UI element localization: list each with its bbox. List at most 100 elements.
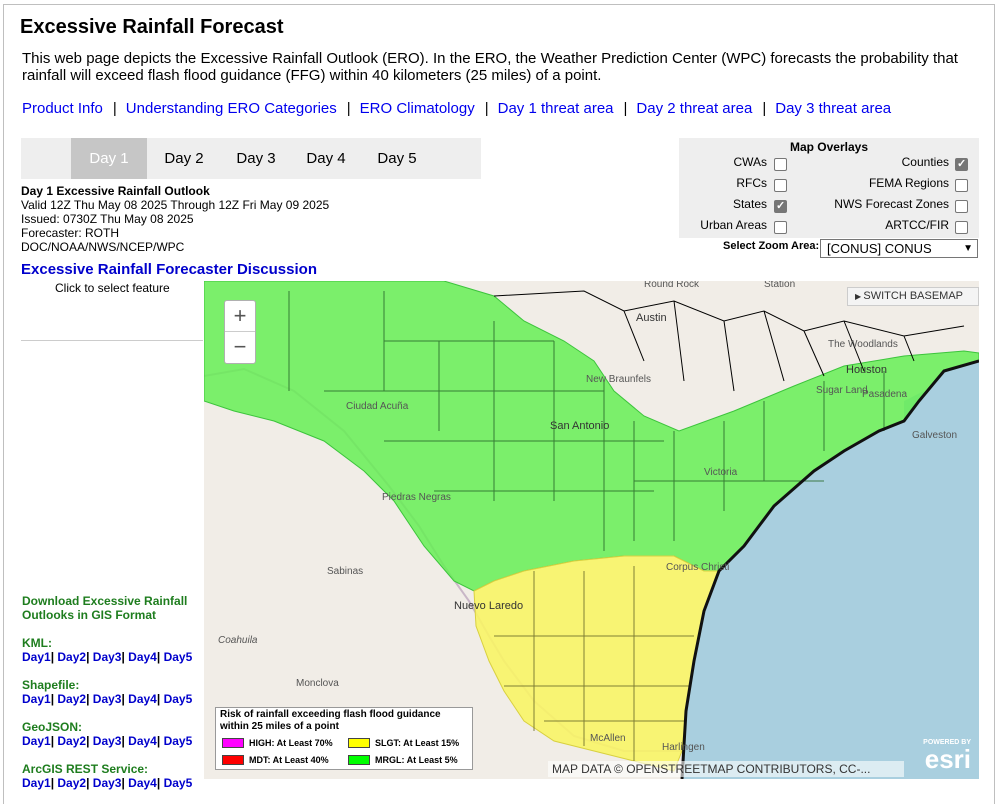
overlay-checkbox-rfcs[interactable] [774,179,787,192]
link-day2-threat[interactable]: Day 2 threat area [636,100,753,117]
day-tabs: Day 1 Day 2 Day 3 Day 4 Day 5 [21,138,481,179]
map-label: The Woodlands [828,339,898,350]
overlay-checkbox-fema[interactable] [955,179,968,192]
map-label: McAllen [590,733,626,744]
link-separator: | [112,100,117,117]
shp-day4-link[interactable]: Day4 [128,692,157,706]
county-lines [288,291,885,551]
shp-day3-link[interactable]: Day3 [92,692,122,706]
esri-logo-text: esri [924,744,971,774]
switch-basemap-button[interactable]: ▶ SWITCH BASEMAP [847,287,979,306]
link-separator: | [484,100,489,117]
map-label: Pasadena [862,389,908,400]
coastline [680,359,979,779]
map-label: Galveston [912,430,958,441]
page-title: Excessive Rainfall Forecast [20,16,284,38]
map-label: San Antonio [550,420,610,432]
arcgis-day1-link[interactable]: Day1 [22,776,51,790]
map-label: Nuevo Laredo [454,600,524,612]
overlay-checkbox-cwas[interactable] [774,158,787,171]
tab-day5[interactable]: Day 5 [377,150,417,167]
kml-day4-link[interactable]: Day4 [128,650,157,664]
arcgis-day3-link[interactable]: Day3 [92,776,122,790]
outlook-forecaster: Forecaster: ROTH [21,226,120,240]
kml-day5-link[interactable]: Day5 [163,650,193,664]
overlay-checkbox-counties[interactable] [955,157,968,171]
zoom-out-button[interactable]: − [233,334,247,359]
tab-day3[interactable]: Day 3 [236,150,276,167]
link-understanding-ero[interactable]: Understanding ERO Categories [125,100,337,117]
outlook-heading: Day 1 Excessive Rainfall Outlook [21,184,210,198]
caret-right-icon: ▶ [855,292,864,301]
zoom-area-value: [CONUS] CONUS [827,241,932,256]
arcgis-day5-link[interactable]: Day5 [163,776,193,790]
overlays-title: Map Overlays [789,140,869,154]
geojson-day2-link[interactable]: Day2 [57,734,87,748]
discussion-link[interactable]: Excessive Rainfall Forecaster Discussion [21,261,317,278]
overlay-label-cwas: CWAs [733,155,767,169]
map-label: Austin [636,312,667,324]
legend-label-mdt: MDT: At Least 40% [249,755,329,765]
geojson-day3-link[interactable]: Day3 [92,734,122,748]
shp-day2-link[interactable]: Day2 [57,692,87,706]
overlay-checkbox-artcc[interactable] [955,221,968,234]
legend-label-high: HIGH: At Least 70% [249,738,333,748]
link-ero-climatology[interactable]: ERO Climatology [359,100,475,117]
zoom-area-label: Select Zoom Area: [723,240,820,252]
map-label: Ciudad Acuña [346,401,409,412]
overlay-checkbox-urban[interactable] [774,221,787,234]
outlook-valid: Valid 12Z Thu May 08 2025 Through 12Z Fr… [21,198,330,212]
map-label: Station [764,281,796,290]
arcgis-day4-link[interactable]: Day4 [128,776,157,790]
legend-swatch-high [222,738,244,748]
link-separator: | [762,100,767,117]
link-product-info[interactable]: Product Info [22,100,103,117]
overlay-label-states: States [732,197,767,211]
arcgis-day2-link[interactable]: Day2 [57,776,87,790]
slgt-county-lines [494,566,694,761]
outlook-agency: DOC/NOAA/NWS/NCEP/WPC [21,240,185,254]
gis-group-kml: KML: Day1| Day2| Day3| Day4| Day5 [22,636,193,664]
sidebar-divider [21,340,203,341]
legend-swatch-mdt [222,755,244,765]
ero-map[interactable]: + − ▶ SWITCH BASEMAP Round Rock Austin N… [204,281,979,779]
shp-day5-link[interactable]: Day5 [163,692,193,706]
outlook-info: Day 1 Excessive Rainfall Outlook Valid 1… [21,184,329,254]
zoom-area-select[interactable]: [CONUS] CONUS ▼ [820,239,978,258]
map-legend: Risk of rainfall exceeding flash flood g… [215,707,473,770]
map-label: Sabinas [327,566,364,577]
kml-day3-link[interactable]: Day3 [92,650,122,664]
gis-group-label: ArcGIS REST Service: [22,762,149,776]
map-label: Piedras Negras [382,492,451,503]
link-day1-threat[interactable]: Day 1 threat area [497,100,614,117]
legend-label-slgt: SLGT: At Least 15% [375,738,460,748]
overlay-checkbox-nws-zones[interactable] [955,200,968,213]
geojson-day1-link[interactable]: Day1 [22,734,51,748]
zoom-in-button[interactable]: + [225,301,255,332]
link-separator: | [346,100,351,117]
chevron-down-icon: ▼ [963,243,973,254]
kml-day1-link[interactable]: Day1 [22,650,51,664]
map-attribution: MAP DATA © OPENSTREETMAP CONTRIBUTORS, C… [548,761,904,777]
map-label: Coahuila [218,635,258,646]
legend-label-mrgl: MRGL: At Least 5% [375,755,458,765]
kml-day2-link[interactable]: Day2 [57,650,87,664]
gis-group-label: Shapefile: [22,678,80,692]
legend-swatch-slgt [348,738,370,748]
map-label: New Braunfels [586,374,652,385]
tab-day4[interactable]: Day 4 [306,150,346,167]
gis-group-label: KML: [22,636,52,650]
tab-day2[interactable]: Day 2 [164,150,204,167]
gis-heading-line1: Download Excessive Rainfall [22,594,188,608]
geojson-day4-link[interactable]: Day4 [128,734,157,748]
tab-day1[interactable]: Day 1 [71,138,147,179]
map-label: Corpus Christi [666,562,730,573]
click-select-hint: Click to select feature [55,281,170,295]
shp-day1-link[interactable]: Day1 [22,692,51,706]
overlay-checkbox-states[interactable] [774,199,787,213]
geojson-day5-link[interactable]: Day5 [163,734,193,748]
map-label: Harlingen [662,742,705,753]
overlay-label-urban: Urban Areas [700,218,767,232]
link-day3-threat[interactable]: Day 3 threat area [775,100,892,117]
link-separator: | [623,100,628,117]
